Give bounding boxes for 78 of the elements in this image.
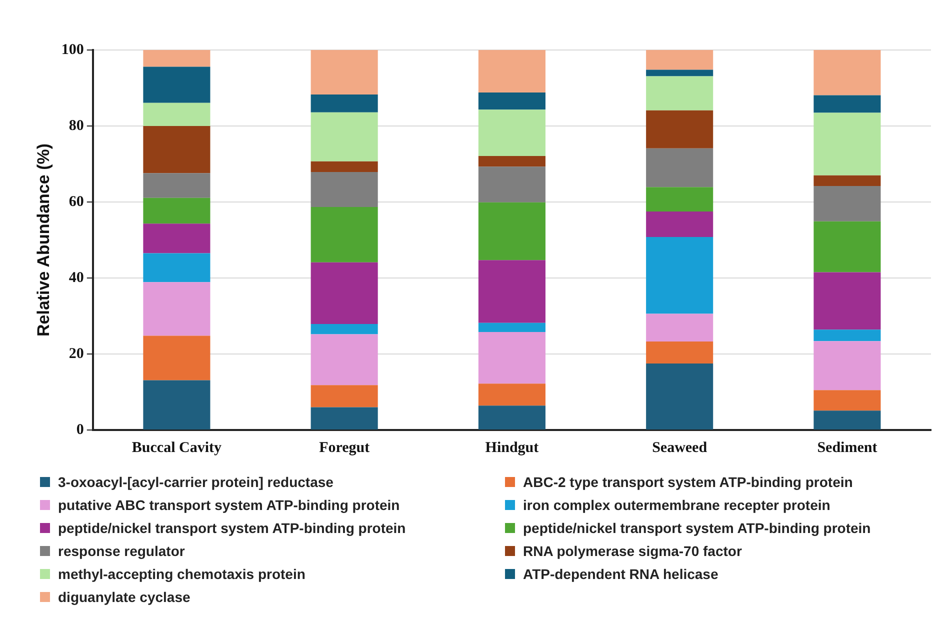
bar — [310, 334, 378, 386]
bar — [814, 50, 881, 96]
bar — [814, 221, 881, 272]
y-tick-label: 40 — [68, 270, 84, 286]
legend-label: RNA polymerase sigma-70 factor — [523, 542, 742, 558]
bar — [646, 50, 714, 70]
bar — [143, 66, 210, 103]
bar — [310, 262, 378, 324]
legend-label: response regulator — [58, 542, 185, 558]
legend-label: peptide/nickel transport system ATP-binding protein — [58, 520, 406, 536]
bar — [143, 282, 210, 336]
bar — [143, 198, 210, 224]
bar — [478, 332, 546, 384]
bar — [143, 336, 210, 380]
legend-label: diguanylate cyclase — [58, 588, 190, 604]
bar — [646, 341, 714, 364]
y-tick-label: 20 — [68, 346, 84, 362]
bar — [478, 406, 546, 430]
y-tick-label: 80 — [68, 118, 84, 134]
y-tick-label: 0 — [76, 422, 84, 438]
legend-label: methyl-accepting chemotaxis protein — [58, 566, 306, 582]
y-tick-label: 60 — [68, 194, 84, 210]
bar — [310, 112, 378, 162]
bar — [814, 186, 881, 222]
x-tick-label: Hindgut — [485, 440, 539, 456]
bar — [814, 95, 881, 113]
bar — [310, 324, 378, 334]
bar — [646, 70, 714, 76]
bar — [478, 92, 546, 110]
bar — [814, 341, 881, 390]
bar — [646, 187, 714, 212]
bar — [646, 110, 714, 148]
bar — [310, 161, 378, 172]
bar — [310, 50, 378, 94]
x-tick-label: Foregut — [319, 440, 370, 456]
bar — [814, 390, 881, 411]
bar — [143, 224, 210, 254]
bar — [478, 260, 546, 323]
bar — [143, 50, 210, 67]
bar — [814, 175, 881, 186]
bar — [814, 112, 881, 176]
bar — [646, 314, 714, 342]
bar — [478, 50, 546, 93]
bar — [646, 236, 714, 314]
bar — [143, 253, 210, 282]
bar — [646, 212, 714, 237]
legend-label: iron complex outermembrane recepter protein — [523, 496, 830, 512]
bar — [310, 206, 378, 262]
y-axis-title: Relative Abundance (%) — [34, 143, 53, 337]
bar — [814, 410, 881, 430]
bar — [814, 272, 881, 330]
bar — [310, 385, 378, 408]
bar — [310, 172, 378, 207]
bar — [478, 384, 546, 406]
y-tick-label: 100 — [61, 42, 84, 58]
legend-label: putative ABC transport system ATP-binding protein — [58, 496, 400, 512]
bar — [143, 380, 210, 430]
bar — [143, 126, 210, 174]
bar — [310, 94, 378, 112]
bar — [646, 148, 714, 188]
legend-label: peptide/nickel transport system ATP-binding protein — [523, 520, 871, 536]
bar — [143, 102, 210, 126]
legend-label: ABC-2 type transport system ATP-binding protein — [523, 474, 853, 490]
bar — [310, 407, 378, 430]
bar — [646, 76, 714, 110]
bar — [478, 156, 546, 167]
bar — [646, 364, 714, 430]
bar — [814, 330, 881, 342]
x-tick-label: Seaweed — [652, 440, 708, 456]
bar — [478, 322, 546, 332]
x-tick-label: Buccal Cavity — [132, 440, 222, 456]
bar — [478, 202, 546, 260]
legend-label: ATP-dependent RNA helicase — [523, 566, 718, 582]
legend-label: 3-oxoacyl-[acyl-carrier protein] reductase — [58, 474, 334, 490]
x-tick-label: Sediment — [817, 440, 878, 456]
bar — [143, 173, 210, 198]
bar — [478, 166, 546, 202]
bar — [478, 110, 546, 156]
